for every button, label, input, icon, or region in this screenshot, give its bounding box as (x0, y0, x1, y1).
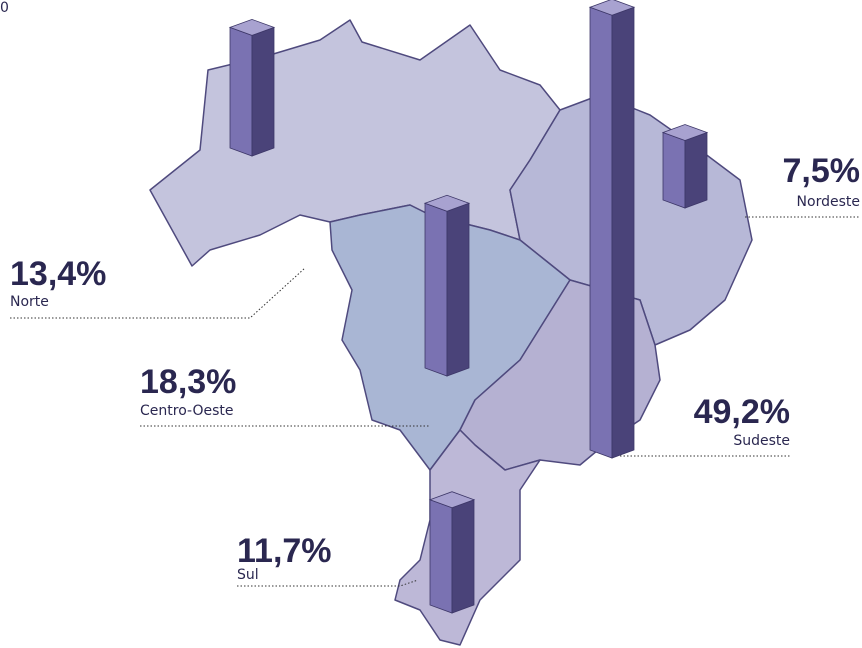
bar-top (588, 0, 636, 16)
value-label: 13,4% (10, 255, 106, 293)
value-label: 18,3% (140, 363, 236, 401)
bar-left-face (429, 499, 453, 614)
bar-left-face (662, 131, 686, 209)
bar-right-face (446, 202, 470, 377)
value-label: 7,5% (783, 152, 861, 190)
region-name: Sul (237, 567, 259, 583)
corner-label: 0 (0, 0, 9, 16)
bar-left-face (229, 26, 253, 157)
bar-right-face (611, 6, 635, 459)
region-name: Norte (10, 294, 49, 310)
value-label: 49,2% (694, 393, 790, 431)
bar-left-face (589, 6, 613, 459)
region-name: Nordeste (797, 194, 860, 210)
bar-top (661, 124, 709, 141)
bar-top (428, 491, 476, 509)
bar-left-face (424, 202, 448, 377)
value-label: 11,7% (237, 532, 332, 570)
bar-top (423, 194, 471, 212)
leader-line (237, 579, 419, 587)
bar-right-face (251, 26, 275, 157)
bar-right-face (684, 131, 708, 209)
bar-right-face (451, 499, 475, 614)
region-name: Sudeste (733, 433, 790, 449)
bar-top (228, 18, 276, 36)
region-name: Centro-Oeste (140, 403, 234, 419)
